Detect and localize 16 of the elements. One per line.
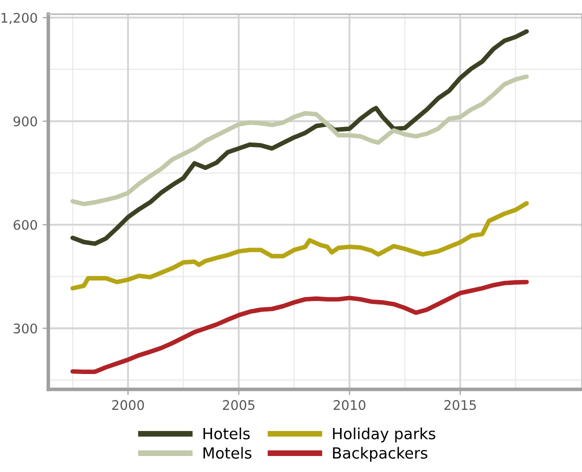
- legend-label: Holiday parks: [333, 428, 436, 442]
- x-tick-label: 2000: [112, 400, 144, 410]
- line-series: [70, 201, 529, 290]
- y-tick-label: 300: [14, 324, 38, 334]
- x-tick-label: 2005: [222, 400, 254, 410]
- y-tick-label: 900: [14, 116, 38, 126]
- legend-label: Motels: [204, 446, 252, 459]
- x-tick-label: 2015: [444, 400, 476, 410]
- line-series: [70, 29, 529, 246]
- legend-label: Hotels: [204, 428, 250, 440]
- x-tick-label: 2010: [334, 400, 366, 410]
- line-series: [70, 280, 529, 374]
- y-tick-label: 1,200: [2, 12, 38, 24]
- line-series: [70, 74, 529, 206]
- legend-label: Backpackers: [333, 446, 428, 462]
- y-tick-label: 600: [14, 220, 38, 230]
